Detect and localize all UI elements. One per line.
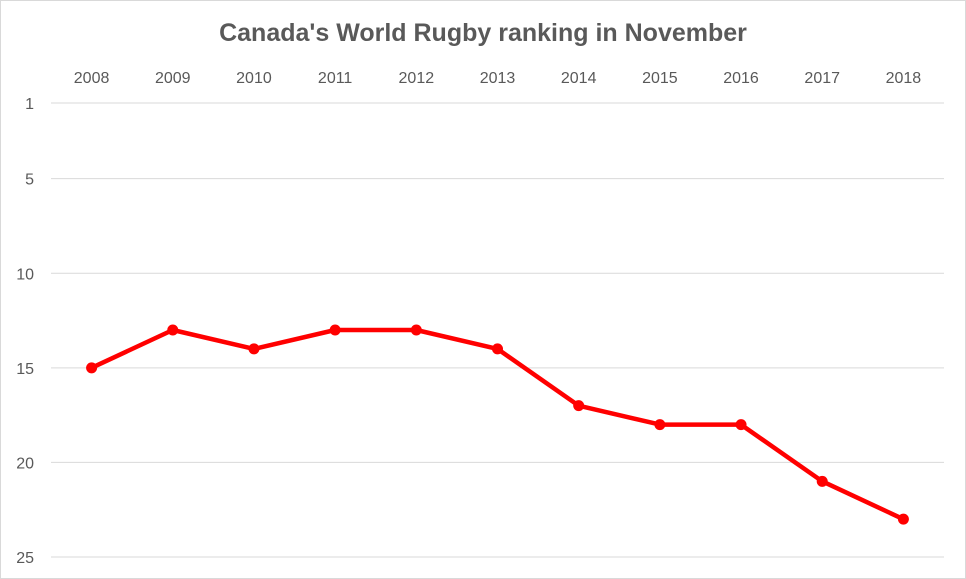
x-axis-ticks: 2008 2009 2010 2011 2012 2013 2014 2015 2016 2017… — [74, 70, 922, 87]
y-tick-label-10: 10 — [16, 266, 34, 283]
data-point-2017 — [816, 475, 828, 487]
data-point-2014 — [573, 400, 585, 412]
x-tick-label-2011: 2011 — [318, 70, 353, 87]
x-tick-label-2008: 2008 — [74, 70, 110, 87]
series-group — [86, 324, 909, 525]
y-tick-label-5: 5 — [25, 172, 34, 189]
data-point-2018 — [897, 513, 909, 525]
data-point-2013 — [492, 343, 503, 355]
data-point-2015 — [654, 419, 666, 431]
y-tick-label-25: 25 — [16, 550, 34, 567]
x-tick-label-2014: 2014 — [561, 70, 597, 87]
gridlines — [51, 102, 944, 558]
x-tick-label-2013: 2013 — [480, 70, 516, 87]
x-tick-label-2017: 2017 — [804, 70, 840, 87]
x-tick-label-2016: 2016 — [723, 70, 759, 87]
data-point-2012 — [410, 324, 422, 336]
x-tick-label-2015: 2015 — [642, 70, 678, 87]
chart-title: Canada's World Rugby ranking in November — [219, 19, 747, 47]
y-tick-label-1: 1 — [25, 96, 34, 113]
data-point-2008 — [86, 362, 98, 374]
data-point-2009 — [167, 324, 179, 336]
series-line-0 — [89, 327, 906, 522]
y-tick-label-20: 20 — [16, 455, 34, 472]
x-tick-label-2012: 2012 — [399, 70, 435, 87]
y-tick-label-15: 15 — [16, 361, 34, 378]
data-point-2011 — [329, 324, 341, 336]
x-tick-label-2010: 2010 — [236, 70, 272, 87]
x-tick-label-2009: 2009 — [155, 70, 191, 87]
data-point-2016 — [735, 419, 747, 431]
data-point-2010 — [248, 343, 260, 355]
x-tick-label-2018: 2018 — [886, 70, 922, 87]
